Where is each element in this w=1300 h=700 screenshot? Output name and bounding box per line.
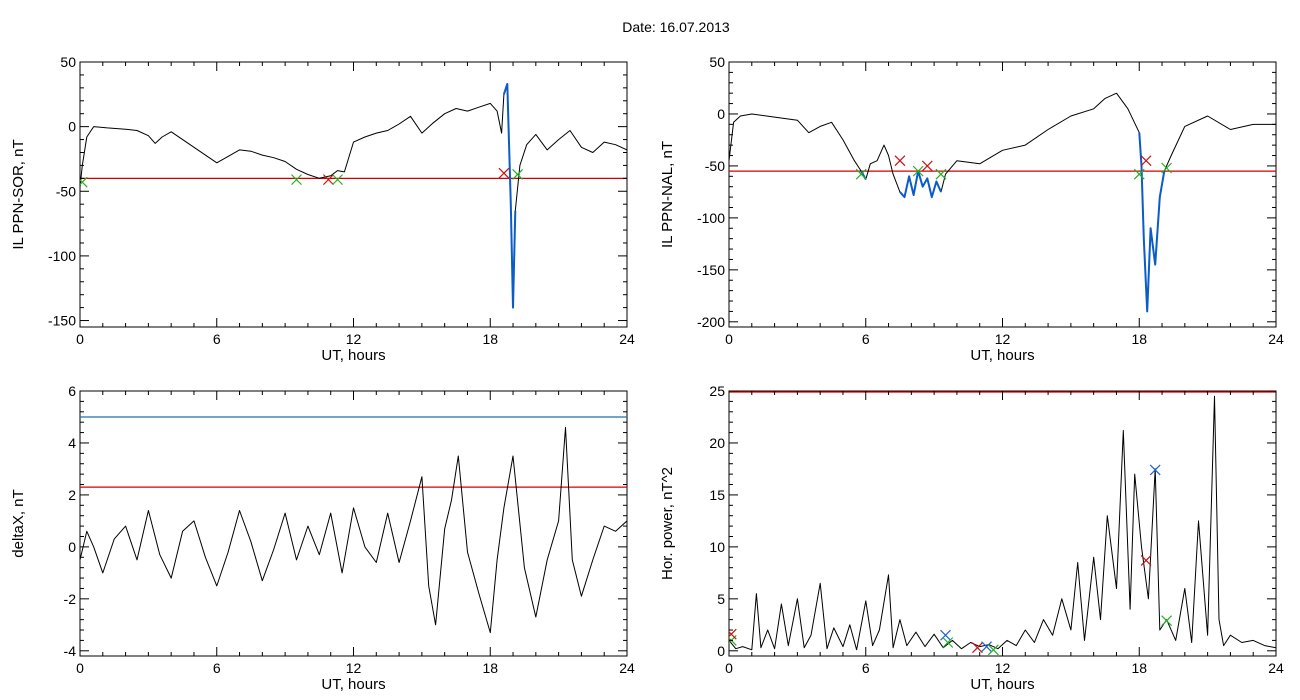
chart-panel-2: 0 6 12 18 24 -200 -150 -100 -50 0 50 UT, hours IL PP…	[659, 54, 1284, 364]
plot-area	[80, 416, 627, 634]
y-tick-label: 50	[709, 54, 725, 70]
y-tick-label: 0	[68, 539, 76, 555]
y-axis-label: Hor. power, nT^2	[659, 467, 676, 580]
x-axis-label: UT, hours	[321, 347, 385, 364]
y-tick-label: 15	[709, 487, 725, 503]
y-tick-label: -50	[705, 158, 725, 174]
chart-panel-1: 0 6 12 18 24 -150 -100 -50 0 50 UT, hours IL PPN-SO…	[10, 54, 635, 364]
y-tick-label: 20	[709, 435, 725, 451]
event-marker-9	[1149, 464, 1161, 476]
x-tick-label: 12	[995, 660, 1011, 676]
x-tick-label: 6	[213, 331, 221, 347]
event-marker-1	[80, 176, 88, 188]
y-tick-label: -100	[48, 248, 76, 264]
event-marker-7	[1140, 155, 1152, 167]
chart-panel-4: 0 6 12 18 24 0 5 10 15 20 25 UT, hours Hor. power, n…	[659, 383, 1284, 693]
y-axis-label: IL PPN-NAL, nT	[659, 141, 676, 248]
y-tick-label: -100	[697, 210, 725, 226]
x-axis-label: UT, hours	[970, 676, 1034, 693]
x-tick-label: 12	[346, 660, 362, 676]
series-line-1	[80, 426, 627, 634]
event-marker-5	[972, 642, 983, 654]
event-marker-5	[498, 167, 510, 179]
event-marker-6	[981, 641, 992, 653]
x-tick-label: 18	[1131, 660, 1147, 676]
event-marker-8	[1140, 554, 1152, 566]
x-tick-label: 12	[995, 331, 1011, 347]
event-marker-8	[1161, 162, 1173, 174]
y-tick-label: 50	[60, 54, 76, 70]
event-marker-7	[987, 644, 999, 656]
y-axis-label: deltaX, nT	[10, 489, 27, 557]
event-marker-2	[894, 155, 906, 167]
x-tick-label: 24	[1268, 331, 1284, 347]
x-tick-label: 24	[619, 660, 635, 676]
event-marker-6	[1133, 168, 1145, 180]
x-axis-label: UT, hours	[321, 676, 385, 693]
event-marker-1	[855, 168, 867, 180]
x-tick-label: 18	[482, 660, 498, 676]
highlight-segment-2	[899, 170, 942, 199]
event-marker-4	[921, 160, 933, 172]
event-marker-4	[942, 637, 954, 648]
y-axis-label: IL PPN-SOR, nT	[10, 139, 27, 249]
x-tick-label: 0	[76, 660, 84, 676]
x-tick-label: 0	[725, 331, 733, 347]
y-tick-label: -150	[48, 313, 76, 329]
x-tick-label: 6	[862, 331, 870, 347]
plot-frame	[728, 390, 1277, 657]
event-marker-6	[512, 169, 524, 180]
x-axis-label: UT, hours	[970, 347, 1034, 364]
y-tick-label: 25	[709, 383, 725, 399]
x-tick-label: 0	[725, 660, 733, 676]
y-tick-label: 5	[717, 591, 725, 607]
event-marker-2	[291, 174, 302, 186]
x-tick-label: 24	[1268, 660, 1284, 676]
event-marker-3	[323, 174, 334, 186]
event-marker-3	[912, 165, 924, 177]
event-marker-4	[332, 174, 343, 186]
y-tick-label: 0	[717, 106, 725, 122]
x-tick-label: 12	[346, 331, 362, 347]
y-tick-label: 0	[717, 643, 725, 659]
plot-frame	[79, 61, 628, 328]
plot-area	[729, 391, 1276, 656]
y-tick-label: 10	[709, 539, 725, 555]
series-line-1	[729, 395, 1276, 651]
y-tick-label: -4	[64, 643, 77, 659]
x-tick-label: 18	[1131, 331, 1147, 347]
x-tick-label: 18	[482, 331, 498, 347]
plot-area	[80, 83, 627, 309]
event-marker-2	[729, 628, 737, 640]
highlight-segment-1	[502, 83, 517, 309]
x-tick-label: 24	[619, 331, 635, 347]
y-tick-label: 0	[68, 119, 76, 135]
plot-frame	[728, 61, 1277, 328]
event-marker-10	[1161, 615, 1173, 627]
y-tick-label: -150	[697, 262, 725, 278]
x-tick-label: 6	[862, 660, 870, 676]
x-tick-label: 6	[213, 660, 221, 676]
figure-title: Date: 16.07.2013	[622, 19, 730, 35]
series-line-1	[729, 92, 1276, 312]
series-line-1	[80, 83, 627, 309]
y-tick-label: -2	[64, 591, 77, 607]
y-tick-label: -200	[697, 314, 725, 330]
plot-frame	[79, 390, 628, 657]
event-marker-3	[940, 629, 951, 641]
event-marker-5	[935, 168, 947, 180]
highlight-segment-3	[1138, 132, 1166, 313]
x-tick-label: 0	[76, 331, 84, 347]
y-tick-label: -50	[56, 183, 76, 199]
y-tick-label: 6	[68, 383, 76, 399]
y-tick-label: 4	[68, 435, 76, 451]
y-tick-label: 2	[68, 487, 76, 503]
plot-area	[729, 92, 1276, 313]
